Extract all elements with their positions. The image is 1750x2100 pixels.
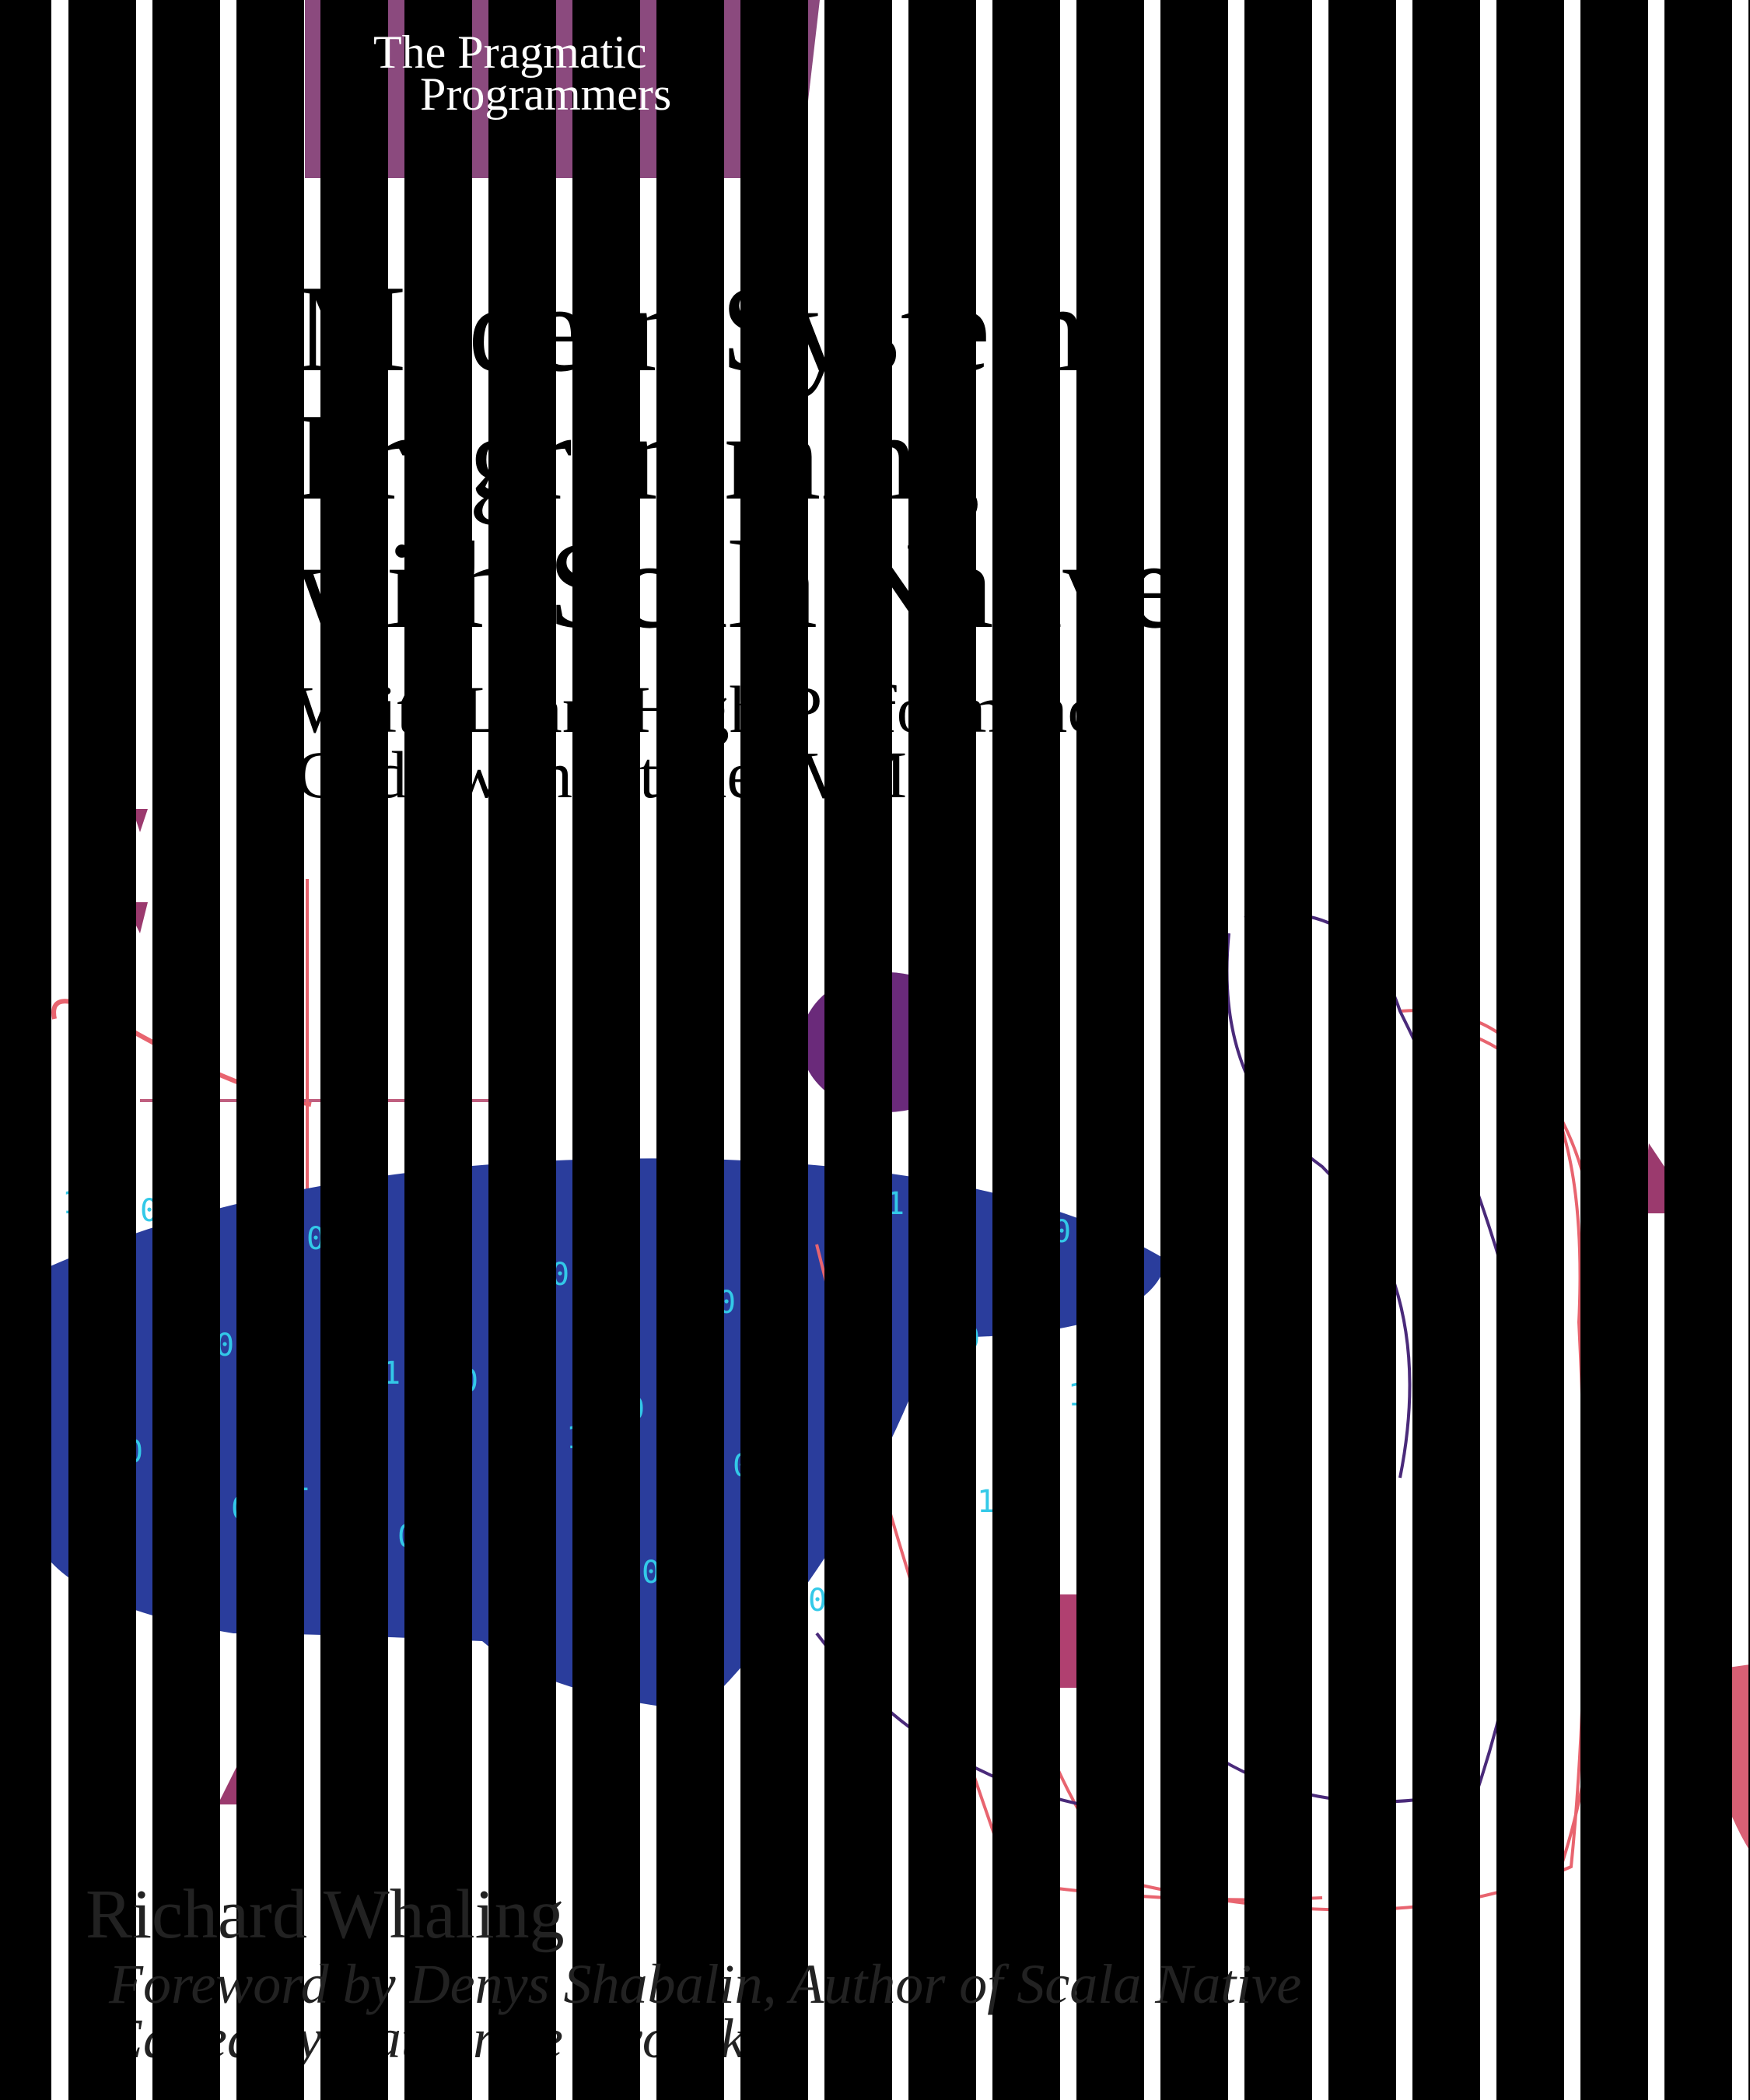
black-bar — [236, 0, 304, 2100]
black-bar — [0, 0, 51, 2100]
black-bar — [572, 0, 640, 2100]
subtitle-line1: Write Lean, High-Performance — [296, 672, 1127, 747]
black-bar — [1244, 0, 1312, 2100]
black-bar — [992, 0, 1060, 2100]
black-bar — [152, 0, 220, 2100]
black-bar — [824, 0, 892, 2100]
publisher-line1: The Pragmatic — [373, 26, 647, 78]
foreword-credit: Foreword by Denys Shabalin, Author of Sc… — [109, 1953, 1302, 2015]
publisher-banner — [305, 0, 820, 178]
book-subtitle: Write Lean, High-Performance Code withou… — [296, 672, 1127, 812]
black-bar — [1412, 0, 1480, 2100]
binary-digit: 0 — [808, 1583, 827, 1619]
black-bar — [740, 0, 808, 2100]
publisher-logo: The Pragmatic Programmers — [373, 26, 672, 120]
subtitle-line2: Code without the JVM — [296, 737, 907, 812]
black-bar — [908, 0, 976, 2100]
black-bar — [656, 0, 724, 2100]
black-bar — [68, 0, 136, 2100]
black-bar — [488, 0, 556, 2100]
black-bar — [1160, 0, 1228, 2100]
black-bar — [1748, 0, 1750, 2100]
black-bar — [1664, 0, 1732, 2100]
black-bar — [1328, 0, 1396, 2100]
black-bar — [320, 0, 388, 2100]
black-bar — [1496, 0, 1564, 2100]
black-bar — [404, 0, 472, 2100]
publisher-line2: Programmers — [420, 68, 672, 120]
author-name: Richard Whaling — [86, 1876, 565, 1953]
black-bar — [1580, 0, 1648, 2100]
black-bar — [1076, 0, 1144, 2100]
